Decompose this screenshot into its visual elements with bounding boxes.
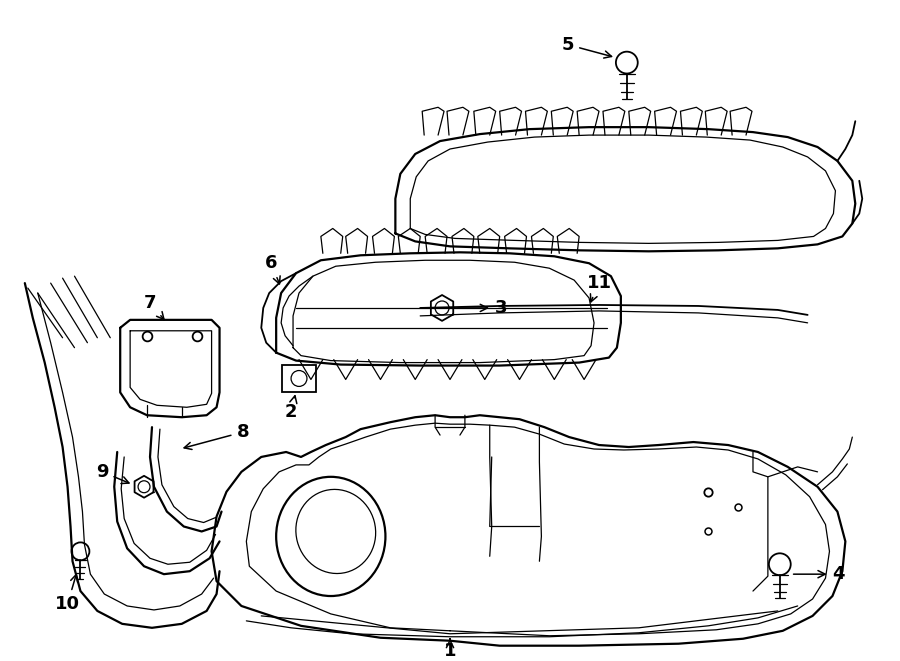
Text: 10: 10 xyxy=(55,574,80,613)
Text: 4: 4 xyxy=(794,565,845,583)
Text: 6: 6 xyxy=(265,254,280,284)
FancyBboxPatch shape xyxy=(282,365,316,393)
Text: 1: 1 xyxy=(444,639,456,660)
Text: 2: 2 xyxy=(284,396,297,421)
Text: 3: 3 xyxy=(458,299,508,317)
Text: 5: 5 xyxy=(562,36,612,58)
Text: 7: 7 xyxy=(144,294,164,319)
Text: 8: 8 xyxy=(184,423,249,449)
Text: 11: 11 xyxy=(587,274,611,302)
Text: 9: 9 xyxy=(96,463,129,484)
